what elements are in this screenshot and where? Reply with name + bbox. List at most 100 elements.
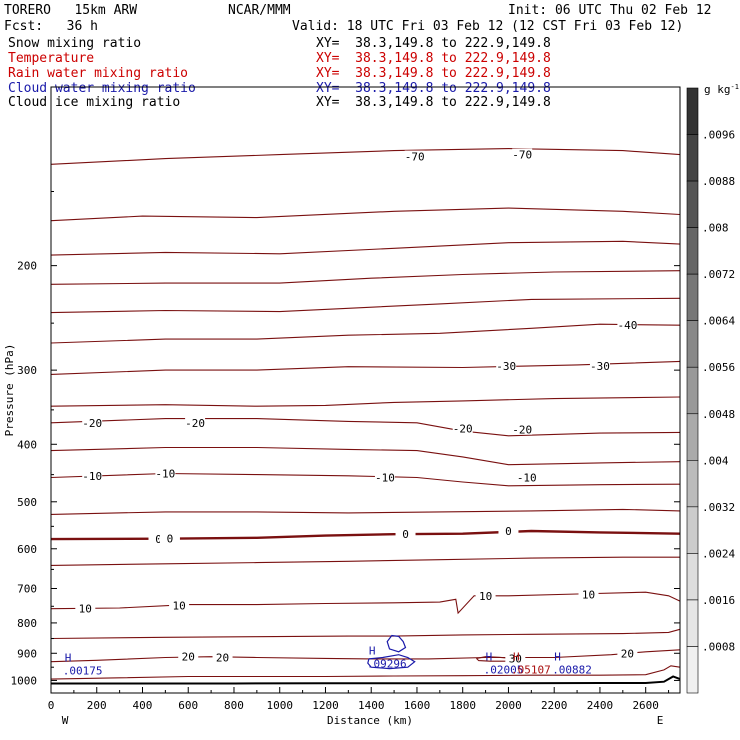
colorbar-swatch-10 [686, 553, 699, 601]
contour-label-bg-10-3 [516, 471, 537, 483]
header-fcst: Fcst: 36 h [4, 19, 98, 34]
contour-label-bg-5-0 [617, 319, 638, 331]
colorbar-label-7: .004 [702, 454, 729, 467]
contour-label-bg-8-2 [452, 422, 473, 434]
y-tick-label-1: 300 [17, 364, 37, 377]
contour-label-bg-12-2 [395, 528, 416, 540]
field-name-cloud-water: Cloud water mixing ratio [8, 81, 196, 96]
x-end-label-west: W [62, 714, 69, 727]
y-tick-label-3: 500 [17, 496, 37, 509]
colorbar-swatch-6 [686, 366, 699, 415]
colorbar-label-1: .0088 [702, 175, 735, 188]
cloud-water-contour-0 [386, 634, 407, 653]
contour-label-0-1: -70 [512, 149, 532, 162]
contour-label-bg-12-1 [159, 532, 180, 544]
temperature-contour-3 [50, 270, 681, 285]
contour-label-5-0: -40 [617, 319, 637, 332]
cloud-water-contour-1 [367, 654, 416, 670]
x-tick-label-4: 800 [224, 699, 244, 712]
field-name-rain: Rain water mixing ratio [8, 66, 189, 81]
temperature-contour-2 [50, 240, 681, 256]
colorbar-swatch-7 [686, 413, 699, 461]
contour-label-14-3: 10 [582, 589, 595, 602]
colorbar-swatch-12 [686, 646, 699, 694]
temperature-contour-14 [50, 591, 681, 615]
temperature-contour-13 [50, 556, 680, 566]
colorbar: .0096 .0088 .008 .0072 .0064 .0056 .0048 .004 .0… [686, 87, 735, 694]
x-tick-label-13: 2600 [632, 699, 659, 712]
x-tick-label-11: 2200 [541, 699, 568, 712]
contour-label-18-0: 30 [509, 652, 522, 665]
y-tick-label-4: 600 [17, 543, 37, 556]
colorbar-swatch-4 [686, 273, 699, 321]
contour-label-bg-12-0 [148, 533, 169, 545]
temperature-contour-12 [50, 529, 681, 541]
contour-label-14-2: 10 [479, 590, 492, 603]
colorbar-label-8: .0032 [702, 501, 735, 514]
x-tick-label-2: 400 [133, 699, 153, 712]
field-name-cloud-ice: Cloud ice mixing ratio [8, 95, 181, 110]
colorbar-swatch-8 [686, 460, 699, 508]
cloud-water-contours [367, 634, 416, 670]
contour-label-bg-18-0 [505, 652, 526, 664]
y-tick-label-7: 900 [17, 647, 37, 660]
x-tick-label-8: 1600 [404, 699, 431, 712]
contour-label-bg-8-1 [185, 416, 206, 428]
x-tick-label-3: 600 [178, 699, 198, 712]
colorbar-swatch-2 [686, 180, 699, 228]
x-tick-label-6: 1200 [312, 699, 339, 712]
colorbar-swatch-5 [686, 320, 699, 368]
contour-label-16-1: 20 [216, 651, 229, 664]
contour-labels: -70 -70 -40 -30 -30 -20 -20 -20 -20 -10 -10 -10 -10 0… [75, 148, 638, 665]
x-tick-label-9: 1800 [449, 699, 476, 712]
colorbar-swatch-1 [686, 134, 699, 182]
x-tick-label-5: 1000 [266, 699, 293, 712]
contour-label-14-0: 10 [79, 603, 92, 616]
contour-label-16-2: 20 [621, 647, 634, 660]
temperature-contour-7 [50, 396, 681, 407]
temperature-contour-1 [50, 207, 681, 222]
extremum-kind-2: H [486, 650, 493, 663]
colorbar-label-0: .0096 [702, 129, 735, 142]
colorbar-label-6: .0048 [702, 408, 735, 421]
x-tick-label-0: 0 [48, 699, 55, 712]
contour-label-bg-8-0 [82, 416, 103, 428]
x-tick-label-1: 200 [87, 699, 107, 712]
y-axis-label: Pressure (hPa) [3, 344, 16, 437]
contour-label-6-0: -30 [496, 360, 516, 373]
y-tick-label-2: 400 [17, 438, 37, 451]
temperature-contour-8 [50, 418, 681, 437]
contour-label-10-3: -10 [517, 471, 537, 484]
contour-label-bg-6-0 [496, 359, 517, 371]
temperature-contour-16 [50, 649, 681, 663]
extremum-kind-3: H [513, 650, 520, 663]
contour-label-8-3: -20 [512, 424, 532, 437]
contour-label-12-3: 0 [505, 525, 512, 538]
contour-label-10-0: -10 [82, 470, 102, 483]
extremum-value-3: .05107 [511, 663, 551, 676]
colorbar-label-10: .0016 [702, 594, 735, 607]
field-xy-temperature: XY= 38.3,149.8 to 222.9,149.8 [316, 51, 551, 66]
field-xy-cloud-ice: XY= 38.3,149.8 to 222.9,149.8 [316, 95, 551, 110]
contour-label-bg-16-1 [212, 651, 233, 663]
field-xy-rain: XY= 38.3,149.8 to 222.9,149.8 [316, 66, 551, 81]
x-tick-label-12: 2400 [587, 699, 614, 712]
contour-label-bg-10-0 [82, 469, 103, 481]
extremum-kind-0: H [65, 652, 72, 665]
field-xy-cloud-water: XY= 38.3,149.8 to 222.9,149.8 [316, 81, 551, 96]
temperature-contour-10 [50, 472, 681, 487]
colorbar-unit-exponent: -1 [731, 83, 739, 91]
y-tick-label-6: 800 [17, 617, 37, 630]
colorbar-label-2: .008 [702, 222, 729, 235]
contour-label-6-1: -30 [590, 360, 610, 373]
colorbar-label-3: .0072 [702, 268, 735, 281]
temperature-contour-0 [50, 148, 681, 165]
contour-label-bg-0-0 [404, 150, 425, 162]
terrain-line [51, 675, 681, 685]
field-name-temperature: Temperature [8, 51, 95, 66]
temperature-contour-17 [50, 665, 681, 680]
extremum-value-2: .02005 [484, 663, 524, 676]
terrain [51, 675, 681, 685]
header-org: NCAR/MMM [228, 3, 291, 18]
temperature-contour-9 [50, 446, 681, 466]
